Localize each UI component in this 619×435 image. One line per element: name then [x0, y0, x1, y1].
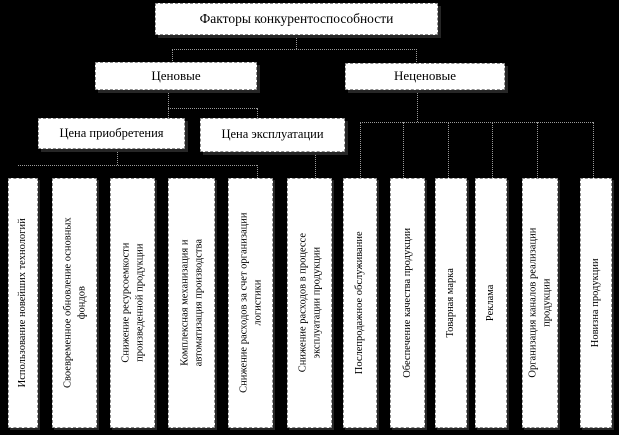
factor-label: Комплексная механизация и автоматизация …	[178, 239, 204, 367]
factor-label: Реклама	[485, 284, 497, 322]
factor-label: Снижение ресурсоемкости произведенной пр…	[119, 242, 145, 364]
factor-label: Послепродажное обслуживание	[354, 231, 366, 375]
connector-line	[537, 122, 538, 178]
price-group-label: Ценовые	[151, 67, 201, 83]
factor-label: Снижение расходов за счет организации ло…	[237, 212, 263, 394]
operation-price-label: Цена эксплуатации	[221, 127, 324, 142]
factor-column-7: Послепродажное обслуживание	[343, 178, 377, 428]
factor-column-6: Снижение расходов в процессе эксплуатаци…	[287, 178, 332, 428]
factor-label: Организация каналов реализации продукции	[527, 228, 552, 378]
connector-line	[492, 122, 493, 178]
factor-column-10: Реклама	[475, 178, 507, 428]
factor-column-9: Товарная марка	[435, 178, 467, 428]
factor-label: Своевременное обновление основных фондов	[61, 217, 87, 389]
factor-label: Обеспечение качества продукции	[401, 228, 413, 378]
purchase-price-node: Цена приобретения	[38, 118, 185, 149]
operation-price-node: Цена эксплуатации	[200, 118, 345, 152]
factor-label: Использование новейших технологий	[17, 218, 29, 388]
connector-line	[417, 90, 418, 122]
factor-column-3: Снижение ресурсоемкости произведенной пр…	[110, 178, 155, 428]
connector-line	[18, 165, 257, 166]
connector-line	[360, 122, 593, 123]
factor-column-12: Новизна продукции	[580, 178, 612, 428]
factor-column-4: Комплексная механизация и автоматизация …	[168, 178, 215, 428]
factor-column-11: Организация каналов реализации продукции	[522, 178, 558, 428]
root-node-label: Факторы конкурентоспособности	[199, 10, 394, 26]
nonprice-group-node: Неценовые	[345, 63, 505, 90]
factor-column-1: Использование новейших технологий	[8, 178, 38, 428]
connector-line	[448, 122, 449, 178]
factor-column-2: Своевременное обновление основных фондов	[52, 178, 97, 428]
connector-line	[257, 165, 258, 178]
connector-line	[360, 122, 361, 178]
connector-line	[168, 108, 257, 109]
root-node: Факторы конкурентоспособности	[155, 3, 438, 35]
connector-line	[403, 122, 404, 178]
price-group-node: Ценовые	[95, 62, 257, 90]
factor-column-8: Обеспечение качества продукции	[390, 178, 425, 428]
connector-line	[172, 49, 417, 50]
connector-line	[172, 49, 173, 63]
factor-label: Товарная марка	[445, 268, 457, 338]
connector-line	[117, 149, 118, 165]
factor-label: Новизна продукции	[590, 258, 602, 348]
connector-line	[416, 49, 417, 64]
purchase-price-label: Цена приобретения	[59, 125, 164, 140]
connector-line	[315, 152, 316, 178]
connector-line	[296, 33, 297, 49]
nonprice-group-label: Неценовые	[394, 68, 456, 84]
connector-line	[168, 90, 169, 118]
factor-label: Снижение расходов в процессе эксплуатаци…	[296, 233, 322, 373]
factor-column-5: Снижение расходов за счет организации ло…	[228, 178, 273, 428]
connector-line	[593, 122, 594, 178]
connector-line	[257, 108, 258, 118]
